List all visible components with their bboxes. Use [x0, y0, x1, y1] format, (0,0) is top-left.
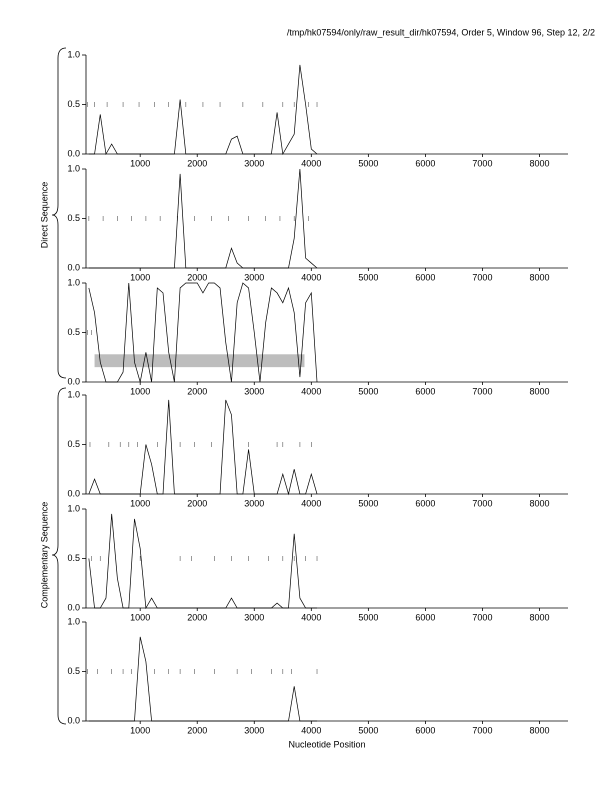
x-tick-label: 3000	[244, 498, 264, 508]
y-tick-label: 0.0	[67, 602, 80, 612]
x-tick-label: 8000	[529, 386, 549, 396]
line	[88, 399, 318, 496]
x-tick-label: 8000	[529, 612, 549, 622]
x-tick-label: 4000	[301, 498, 321, 508]
x-tick-label: 3000	[244, 386, 264, 396]
x-tick-label: 7000	[472, 386, 492, 396]
group-label: Complementary Sequence	[39, 502, 49, 609]
x-tick-label: 5000	[358, 158, 378, 168]
y-tick-label: 0.5	[67, 553, 80, 563]
x-tick-label: 8000	[529, 272, 549, 282]
line	[88, 636, 318, 722]
y-tick-label: 0.0	[67, 715, 80, 725]
x-tick-label: 1000	[130, 158, 150, 168]
x-tick-label: 6000	[415, 725, 435, 735]
x-tick-label: 7000	[472, 612, 492, 622]
y-tick-label: 0.0	[67, 488, 80, 498]
x-tick-label: 6000	[415, 158, 435, 168]
y-tick-label: 0.5	[67, 213, 80, 223]
line	[88, 168, 318, 269]
x-tick-label: 3000	[244, 612, 264, 622]
x-tick-label: 5000	[358, 612, 378, 622]
y-tick-label: 1.0	[67, 163, 80, 173]
x-tick-label: 8000	[529, 158, 549, 168]
x-tick-label: 4000	[301, 386, 321, 396]
x-tick-label: 2000	[187, 272, 207, 282]
band	[94, 354, 305, 368]
x-tick-label: 1000	[130, 725, 150, 735]
x-tick-label: 4000	[301, 725, 321, 735]
y-tick-label: 1.0	[67, 49, 80, 59]
x-tick-label: 2000	[187, 386, 207, 396]
x-tick-label: 1000	[130, 386, 150, 396]
x-tick-label: 7000	[472, 158, 492, 168]
y-tick-label: 0.5	[67, 327, 80, 337]
x-tick-label: 2000	[187, 498, 207, 508]
y-tick-label: 0.5	[67, 439, 80, 449]
x-tick-label: 2000	[187, 725, 207, 735]
x-axis-label: Nucleotide Position	[288, 739, 365, 749]
y-tick-label: 1.0	[67, 277, 80, 287]
y-tick-label: 1.0	[67, 616, 80, 626]
header: /tmp/hk07594/only/raw_result_dir/hk07594…	[287, 27, 595, 37]
y-tick-label: 0.0	[67, 376, 80, 386]
x-tick-label: 6000	[415, 612, 435, 622]
x-tick-label: 5000	[358, 498, 378, 508]
x-tick-label: 7000	[472, 725, 492, 735]
x-tick-label: 5000	[358, 386, 378, 396]
x-tick-label: 1000	[130, 612, 150, 622]
y-tick-label: 0.5	[67, 99, 80, 109]
x-tick-label: 6000	[415, 498, 435, 508]
y-tick-label: 0.0	[67, 148, 80, 158]
line	[88, 64, 318, 156]
x-tick-label: 4000	[301, 612, 321, 622]
x-tick-label: 4000	[301, 158, 321, 168]
line	[88, 513, 318, 610]
x-tick-label: 7000	[472, 498, 492, 508]
x-tick-label: 2000	[187, 612, 207, 622]
x-tick-label: 1000	[130, 272, 150, 282]
x-tick-label: 2000	[187, 158, 207, 168]
x-tick-label: 1000	[130, 498, 150, 508]
y-tick-label: 1.0	[67, 389, 80, 399]
group-label: Direct Sequence	[39, 182, 49, 249]
x-tick-label: 3000	[244, 158, 264, 168]
x-tick-label: 3000	[244, 725, 264, 735]
brace	[51, 47, 67, 379]
x-tick-label: 5000	[358, 272, 378, 282]
x-tick-label: 7000	[472, 272, 492, 282]
x-tick-label: 6000	[415, 272, 435, 282]
x-tick-label: 4000	[301, 272, 321, 282]
line	[88, 282, 318, 383]
x-tick-label: 5000	[358, 725, 378, 735]
y-tick-label: 0.0	[67, 262, 80, 272]
y-tick-label: 0.5	[67, 666, 80, 676]
x-tick-label: 8000	[529, 725, 549, 735]
brace	[51, 387, 67, 725]
y-tick-label: 1.0	[67, 503, 80, 513]
x-tick-label: 3000	[244, 272, 264, 282]
x-tick-label: 8000	[529, 498, 549, 508]
x-tick-label: 6000	[415, 386, 435, 396]
